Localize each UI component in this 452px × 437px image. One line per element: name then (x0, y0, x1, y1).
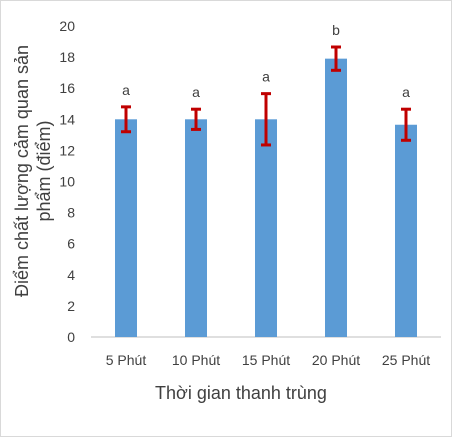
data-label: a (402, 84, 410, 100)
bar (395, 124, 417, 338)
error-bar (401, 107, 411, 142)
error-bar (121, 105, 131, 134)
error-bar (261, 92, 271, 147)
error-bars-group (121, 45, 411, 147)
y-tick-label: 12 (59, 142, 75, 158)
bar (255, 119, 277, 337)
data-labels-group: a a a b a (122, 22, 410, 100)
bars-group (115, 58, 417, 338)
data-label: a (262, 69, 270, 85)
x-axis-title: Thời gian thanh trùng (155, 383, 327, 403)
error-bar (191, 107, 201, 131)
x-tick-label: 5 Phút (106, 352, 147, 368)
data-label: a (122, 82, 130, 98)
error-bar (331, 45, 341, 72)
y-tick-label: 18 (59, 49, 75, 65)
x-tick-label: 10 Phút (172, 352, 220, 368)
y-axis-ticks: 0 2 4 6 8 10 12 14 16 18 20 (59, 18, 75, 345)
x-tick-label: 15 Phút (242, 352, 290, 368)
y-tick-label: 20 (59, 18, 75, 34)
y-axis-title-line-1: Điểm chất lượng cảm quan sản (12, 45, 32, 297)
y-axis-title: Điểm chất lượng cảm quan sản phẩm (điểm) (12, 45, 54, 297)
y-tick-label: 8 (67, 205, 75, 221)
y-tick-label: 16 (59, 80, 75, 96)
x-axis-ticks: 5 Phút 10 Phút 15 Phút 20 Phút 25 Phút (106, 352, 430, 368)
data-label: b (332, 22, 340, 38)
bar (115, 119, 137, 337)
y-tick-label: 10 (59, 174, 75, 190)
y-axis-title-line-2: phẩm (điểm) (34, 120, 54, 221)
y-tick-label: 0 (67, 329, 75, 345)
y-tick-label: 6 (67, 236, 75, 252)
y-tick-label: 4 (67, 267, 75, 283)
y-tick-label: 2 (67, 298, 75, 314)
y-tick-label: 14 (59, 111, 75, 127)
data-label: a (192, 84, 200, 100)
bar (325, 58, 347, 337)
x-tick-label: 25 Phút (382, 352, 430, 368)
x-tick-label: 20 Phút (312, 352, 360, 368)
bar (185, 119, 207, 337)
